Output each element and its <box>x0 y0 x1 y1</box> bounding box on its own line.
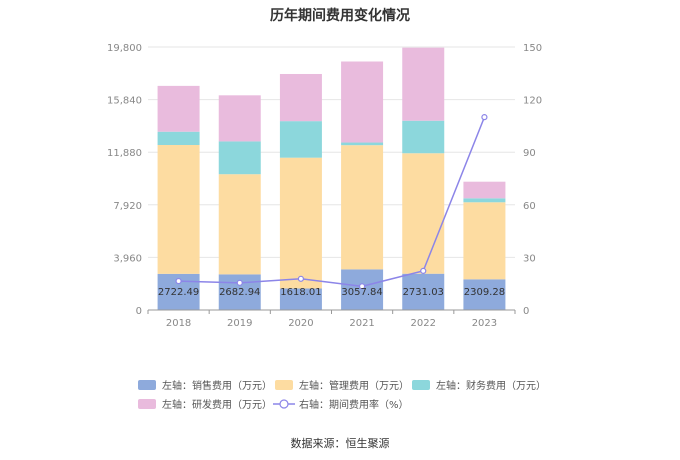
legend-marker <box>279 399 289 409</box>
bar-segment-1[interactable] <box>402 273 445 310</box>
bar-segment-4[interactable] <box>279 73 322 122</box>
rate-point[interactable] <box>236 279 243 286</box>
x-tick-label: 2022 <box>411 318 436 329</box>
gridlines <box>148 46 515 258</box>
x-tick-label: 2020 <box>288 318 313 329</box>
legend-item-3[interactable]: 左轴：财务费用（万元） <box>412 379 546 392</box>
legend-item-4[interactable]: 左轴：研发费用（万元） <box>138 398 272 411</box>
bar-segment-3[interactable] <box>279 121 322 158</box>
bar-segment-2[interactable] <box>341 145 384 270</box>
left-tick-label: 3,960 <box>113 253 142 264</box>
left-tick-label: 15,840 <box>107 96 142 107</box>
legend-swatch <box>138 380 156 390</box>
right-tick-label: 30 <box>523 253 536 264</box>
bar-segment-2[interactable] <box>218 174 261 275</box>
bar-segment-3[interactable] <box>218 141 261 175</box>
left-tick-label: 0 <box>136 306 142 317</box>
x-tick-label: 2023 <box>472 318 497 329</box>
left-tick-label: 11,880 <box>107 148 142 159</box>
right-tick-label: 60 <box>523 201 536 212</box>
bar-segment-1[interactable] <box>341 269 384 310</box>
left-tick-label: 7,920 <box>113 201 142 212</box>
sales-data-label: 1618.01 <box>280 287 321 298</box>
bar-segment-1[interactable] <box>279 288 322 310</box>
bar-segment-3[interactable] <box>463 198 506 203</box>
x-tick-label: 2019 <box>227 318 252 329</box>
sales-data-label: 2722.49 <box>158 287 199 298</box>
rate-point[interactable] <box>420 267 427 275</box>
legend-swatch <box>138 399 156 409</box>
data-labels: 2722.49 2682.94 1618.01 3057.84 2731.03 2309.… <box>158 287 505 298</box>
rate-point[interactable] <box>297 275 305 282</box>
bar-series <box>157 47 506 310</box>
legend-item-5[interactable]: 右轴：期间费用率（%） <box>273 398 409 411</box>
legend-swatch <box>275 380 293 390</box>
sales-data-label: 2682.94 <box>219 287 260 298</box>
bar-segment-1[interactable] <box>463 279 506 310</box>
right-axis: 0 30 60 90 120 150 <box>523 43 542 317</box>
legend-label: 右轴：期间费用率（%） <box>299 398 409 411</box>
rate-point[interactable] <box>358 283 366 290</box>
bar-segment-4[interactable] <box>463 181 506 199</box>
left-axis: 0 3,960 7,920 11,880 15,840 19,800 <box>107 43 142 317</box>
rate-line-series <box>175 114 488 290</box>
data-source: 数据来源：恒生聚源 <box>291 436 390 450</box>
legend[interactable]: 左轴：销售费用（万元） 左轴：管理费用（万元） 左轴：财务费用（万元） 左轴：研发费用… <box>138 379 546 411</box>
bar-segment-2[interactable] <box>279 157 322 289</box>
legend-label: 左轴：财务费用（万元） <box>436 379 546 392</box>
bar-segment-4[interactable] <box>341 61 384 143</box>
bar-segment-4[interactable] <box>157 85 200 132</box>
chart-title: 历年期间费用变化情况 <box>270 7 410 24</box>
bar-segment-4[interactable] <box>218 95 261 142</box>
sales-data-label: 2731.03 <box>403 287 444 298</box>
bar-segment-3[interactable] <box>402 120 445 154</box>
sales-data-label: 2309.28 <box>464 287 505 298</box>
right-tick-label: 0 <box>523 306 529 317</box>
right-tick-label: 150 <box>523 43 542 54</box>
x-tick-label: 2021 <box>349 318 374 329</box>
x-axis: 2018 2019 2020 2021 2022 2023 <box>147 309 516 329</box>
bar-segment-2[interactable] <box>402 153 445 274</box>
bar-segment-3[interactable] <box>341 142 384 146</box>
sales-data-label: 3057.84 <box>341 287 382 298</box>
right-tick-label: 90 <box>523 148 536 159</box>
legend-swatch <box>412 380 430 390</box>
bar-segment-2[interactable] <box>463 202 506 280</box>
legend-item-2[interactable]: 左轴：管理费用（万元） <box>275 379 409 392</box>
bar-segment-3[interactable] <box>157 131 200 145</box>
rate-point[interactable] <box>175 277 182 285</box>
rate-point[interactable] <box>481 114 488 121</box>
right-tick-label: 120 <box>523 96 542 107</box>
bar-segment-2[interactable] <box>157 144 200 274</box>
legend-label: 左轴：研发费用（万元） <box>162 398 272 411</box>
legend-label: 左轴：管理费用（万元） <box>299 379 409 392</box>
left-tick-label: 19,800 <box>107 43 142 54</box>
legend-item-1[interactable]: 左轴：销售费用（万元） <box>138 379 272 392</box>
rate-line <box>178 116 486 288</box>
x-tick-label: 2018 <box>166 318 191 329</box>
bar-segment-4[interactable] <box>402 47 445 121</box>
legend-label: 左轴：销售费用（万元） <box>162 379 272 392</box>
